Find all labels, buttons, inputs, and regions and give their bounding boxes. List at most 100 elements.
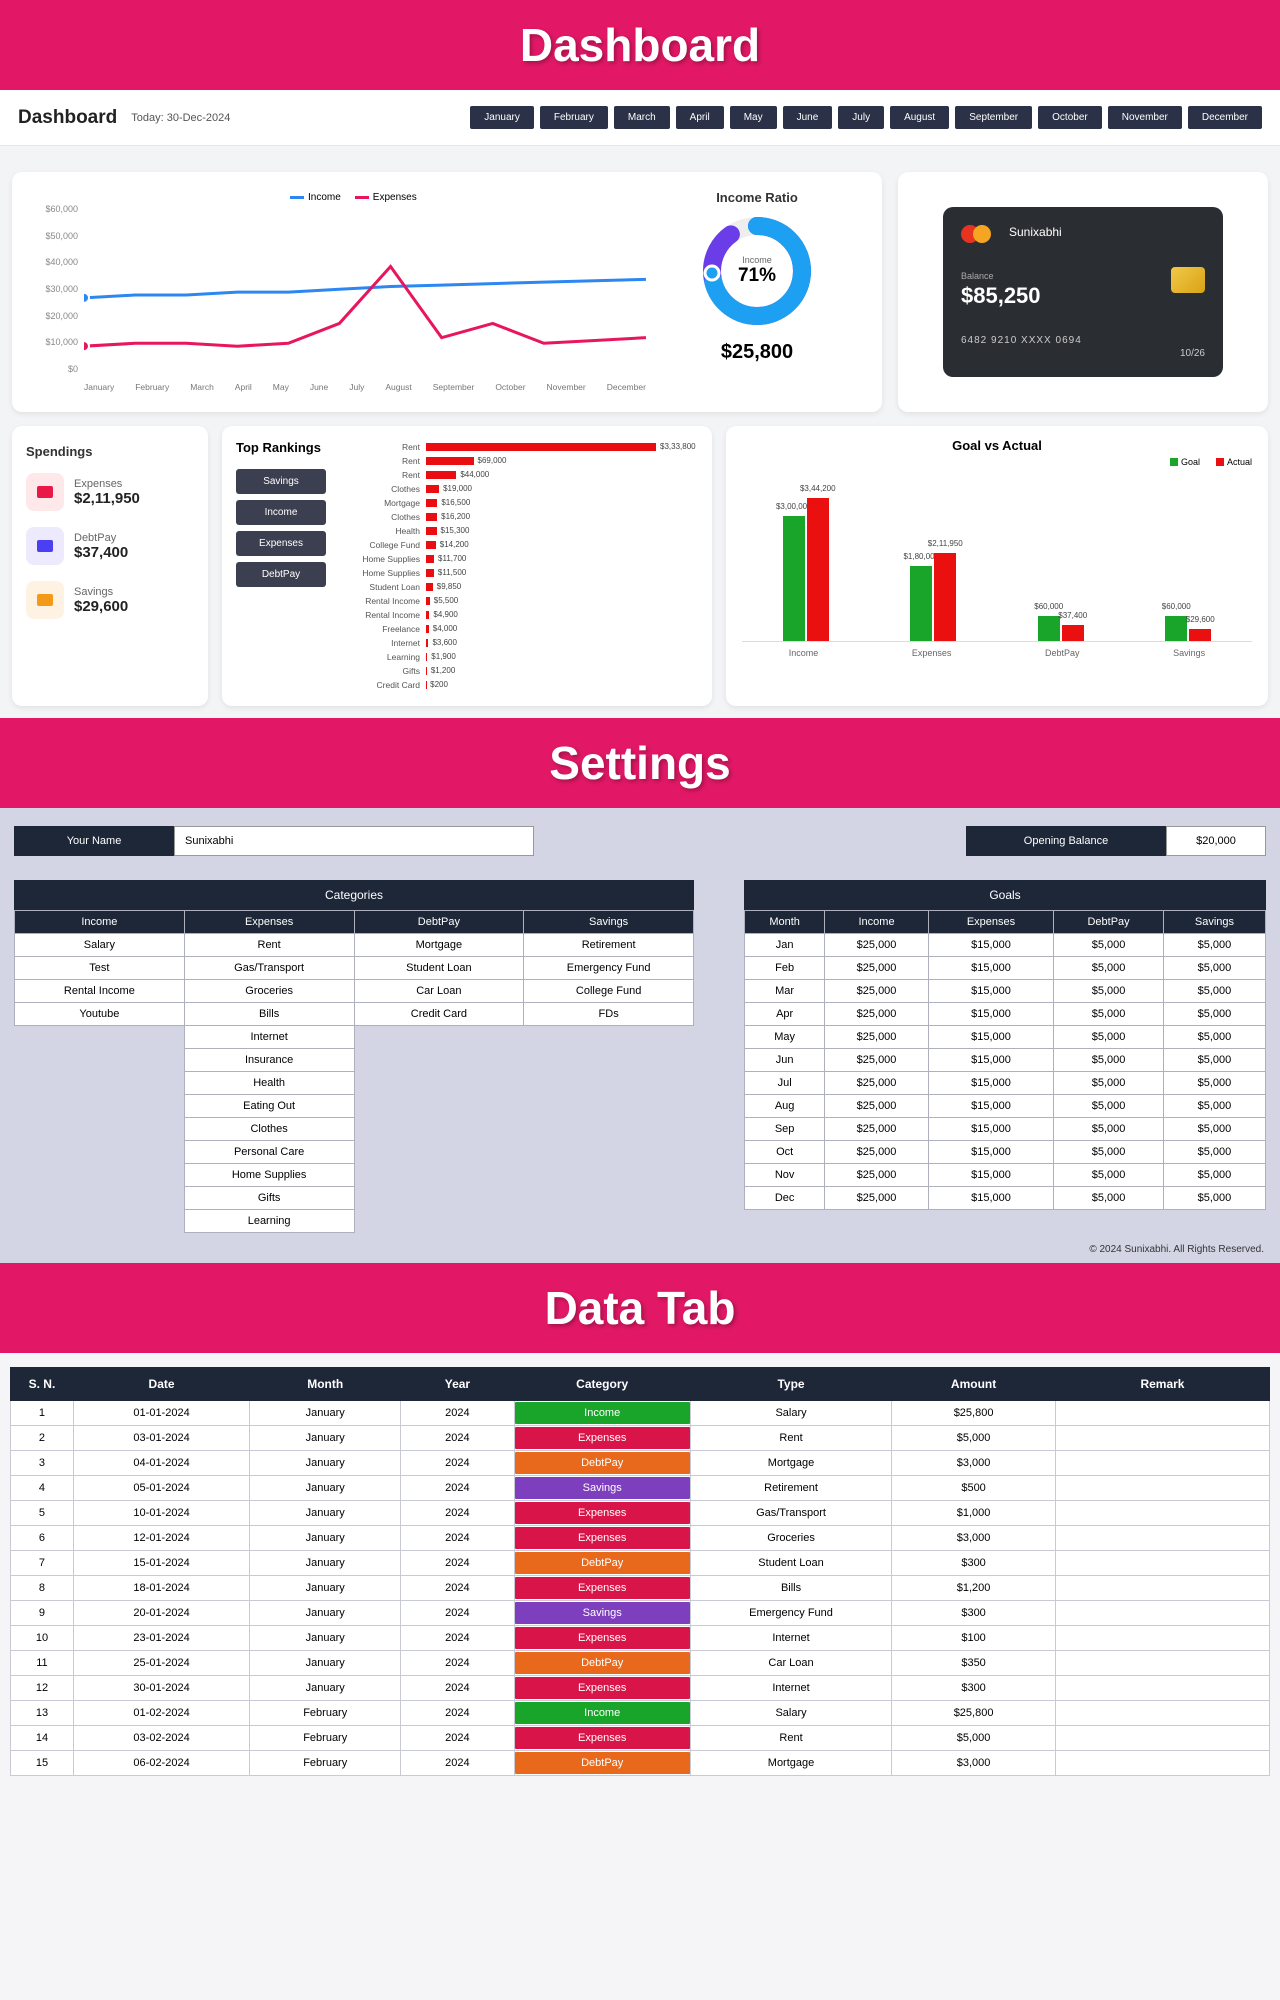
goal-cell[interactable]: $25,000: [825, 934, 929, 957]
goal-cell[interactable]: $15,000: [928, 1003, 1053, 1026]
goal-cell[interactable]: $15,000: [928, 934, 1053, 957]
goal-cell[interactable]: $25,000: [825, 1049, 929, 1072]
goal-cell[interactable]: $25,000: [825, 980, 929, 1003]
data-row[interactable]: 1403-02-2024February2024 Expenses Rent$5…: [11, 1726, 1270, 1751]
category-cell[interactable]: Retirement: [524, 934, 694, 957]
category-cell[interactable]: Gifts: [184, 1187, 354, 1210]
data-row[interactable]: 510-01-2024January2024 Expenses Gas/Tran…: [11, 1501, 1270, 1526]
ranking-filter-button[interactable]: Income: [236, 500, 326, 525]
data-row[interactable]: 818-01-2024January2024 Expenses Bills$1,…: [11, 1576, 1270, 1601]
goal-cell[interactable]: Dec: [745, 1187, 825, 1210]
goal-cell[interactable]: $5,000: [1054, 957, 1164, 980]
data-row[interactable]: 612-01-2024January2024 Expenses Grocerie…: [11, 1526, 1270, 1551]
goal-cell[interactable]: $25,000: [825, 1164, 929, 1187]
category-cell[interactable]: Emergency Fund: [524, 957, 694, 980]
goal-cell[interactable]: $5,000: [1054, 1003, 1164, 1026]
data-row[interactable]: 1230-01-2024January2024 Expenses Interne…: [11, 1676, 1270, 1701]
goal-cell[interactable]: $5,000: [1054, 1072, 1164, 1095]
goal-cell[interactable]: $5,000: [1054, 1049, 1164, 1072]
goal-cell[interactable]: $5,000: [1054, 1095, 1164, 1118]
month-tab[interactable]: April: [676, 106, 724, 129]
goal-cell[interactable]: Sep: [745, 1118, 825, 1141]
data-row[interactable]: 1506-02-2024February2024 DebtPay Mortgag…: [11, 1751, 1270, 1776]
goal-cell[interactable]: $5,000: [1054, 980, 1164, 1003]
goal-cell[interactable]: $15,000: [928, 1072, 1053, 1095]
goal-cell[interactable]: $5,000: [1163, 1095, 1265, 1118]
category-cell[interactable]: Bills: [184, 1003, 354, 1026]
category-cell[interactable]: Insurance: [184, 1049, 354, 1072]
goal-cell[interactable]: $25,000: [825, 1141, 929, 1164]
category-cell[interactable]: Gas/Transport: [184, 957, 354, 980]
month-tab[interactable]: July: [838, 106, 884, 129]
goal-cell[interactable]: $5,000: [1163, 934, 1265, 957]
ranking-filter-button[interactable]: DebtPay: [236, 562, 326, 587]
goal-cell[interactable]: $5,000: [1163, 1141, 1265, 1164]
category-cell[interactable]: College Fund: [524, 980, 694, 1003]
goal-cell[interactable]: $5,000: [1054, 1187, 1164, 1210]
data-row[interactable]: 920-01-2024January2024 Savings Emergency…: [11, 1601, 1270, 1626]
goal-cell[interactable]: May: [745, 1026, 825, 1049]
category-cell[interactable]: Car Loan: [354, 980, 524, 1003]
data-row[interactable]: 203-01-2024January2024 Expenses Rent$5,0…: [11, 1426, 1270, 1451]
category-cell[interactable]: Clothes: [184, 1118, 354, 1141]
goal-cell[interactable]: $25,000: [825, 957, 929, 980]
goal-cell[interactable]: Mar: [745, 980, 825, 1003]
ranking-filter-button[interactable]: Expenses: [236, 531, 326, 556]
month-tab[interactable]: February: [540, 106, 608, 129]
goal-cell[interactable]: $5,000: [1054, 1141, 1164, 1164]
category-cell[interactable]: Health: [184, 1072, 354, 1095]
goal-cell[interactable]: $5,000: [1163, 957, 1265, 980]
goal-cell[interactable]: $25,000: [825, 1026, 929, 1049]
category-cell[interactable]: Home Supplies: [184, 1164, 354, 1187]
month-tab[interactable]: May: [730, 106, 777, 129]
month-tab[interactable]: June: [783, 106, 833, 129]
goal-cell[interactable]: $15,000: [928, 1095, 1053, 1118]
category-cell[interactable]: Groceries: [184, 980, 354, 1003]
data-row[interactable]: 1301-02-2024February2024 Income Salary$2…: [11, 1701, 1270, 1726]
month-tab[interactable]: November: [1108, 106, 1182, 129]
category-cell[interactable]: Internet: [184, 1026, 354, 1049]
category-cell[interactable]: Youtube: [15, 1003, 185, 1026]
goal-cell[interactable]: Nov: [745, 1164, 825, 1187]
name-input[interactable]: Sunixabhi: [174, 826, 534, 856]
category-cell[interactable]: Eating Out: [184, 1095, 354, 1118]
ranking-filter-button[interactable]: Savings: [236, 469, 326, 494]
goal-cell[interactable]: $15,000: [928, 1141, 1053, 1164]
goal-cell[interactable]: $15,000: [928, 1187, 1053, 1210]
goal-cell[interactable]: $5,000: [1054, 1118, 1164, 1141]
goal-cell[interactable]: Jun: [745, 1049, 825, 1072]
goal-cell[interactable]: $15,000: [928, 1118, 1053, 1141]
month-tab[interactable]: September: [955, 106, 1032, 129]
category-cell[interactable]: Mortgage: [354, 934, 524, 957]
category-cell[interactable]: Credit Card: [354, 1003, 524, 1026]
goal-cell[interactable]: $5,000: [1054, 1026, 1164, 1049]
goal-cell[interactable]: $15,000: [928, 1164, 1053, 1187]
goal-cell[interactable]: $15,000: [928, 957, 1053, 980]
data-row[interactable]: 715-01-2024January2024 DebtPay Student L…: [11, 1551, 1270, 1576]
data-row[interactable]: 405-01-2024January2024 Savings Retiremen…: [11, 1476, 1270, 1501]
category-cell[interactable]: Learning: [184, 1210, 354, 1233]
data-row[interactable]: 101-01-2024January2024 Income Salary$25,…: [11, 1401, 1270, 1426]
month-tab[interactable]: December: [1188, 106, 1262, 129]
goal-cell[interactable]: $25,000: [825, 1003, 929, 1026]
goal-cell[interactable]: $25,000: [825, 1187, 929, 1210]
goal-cell[interactable]: Feb: [745, 957, 825, 980]
goal-cell[interactable]: $25,000: [825, 1118, 929, 1141]
category-cell[interactable]: Student Loan: [354, 957, 524, 980]
category-cell[interactable]: FDs: [524, 1003, 694, 1026]
category-cell[interactable]: Rent: [184, 934, 354, 957]
goal-cell[interactable]: $15,000: [928, 1049, 1053, 1072]
category-cell[interactable]: Personal Care: [184, 1141, 354, 1164]
goal-cell[interactable]: Aug: [745, 1095, 825, 1118]
goal-cell[interactable]: $5,000: [1163, 1118, 1265, 1141]
category-cell[interactable]: Rental Income: [15, 980, 185, 1003]
goal-cell[interactable]: Jul: [745, 1072, 825, 1095]
month-tab[interactable]: January: [470, 106, 534, 129]
goal-cell[interactable]: $15,000: [928, 980, 1053, 1003]
goal-cell[interactable]: $5,000: [1054, 934, 1164, 957]
data-row[interactable]: 304-01-2024January2024 DebtPay Mortgage$…: [11, 1451, 1270, 1476]
goal-cell[interactable]: Jan: [745, 934, 825, 957]
goal-cell[interactable]: $25,000: [825, 1072, 929, 1095]
goal-cell[interactable]: $5,000: [1054, 1164, 1164, 1187]
goal-cell[interactable]: Apr: [745, 1003, 825, 1026]
